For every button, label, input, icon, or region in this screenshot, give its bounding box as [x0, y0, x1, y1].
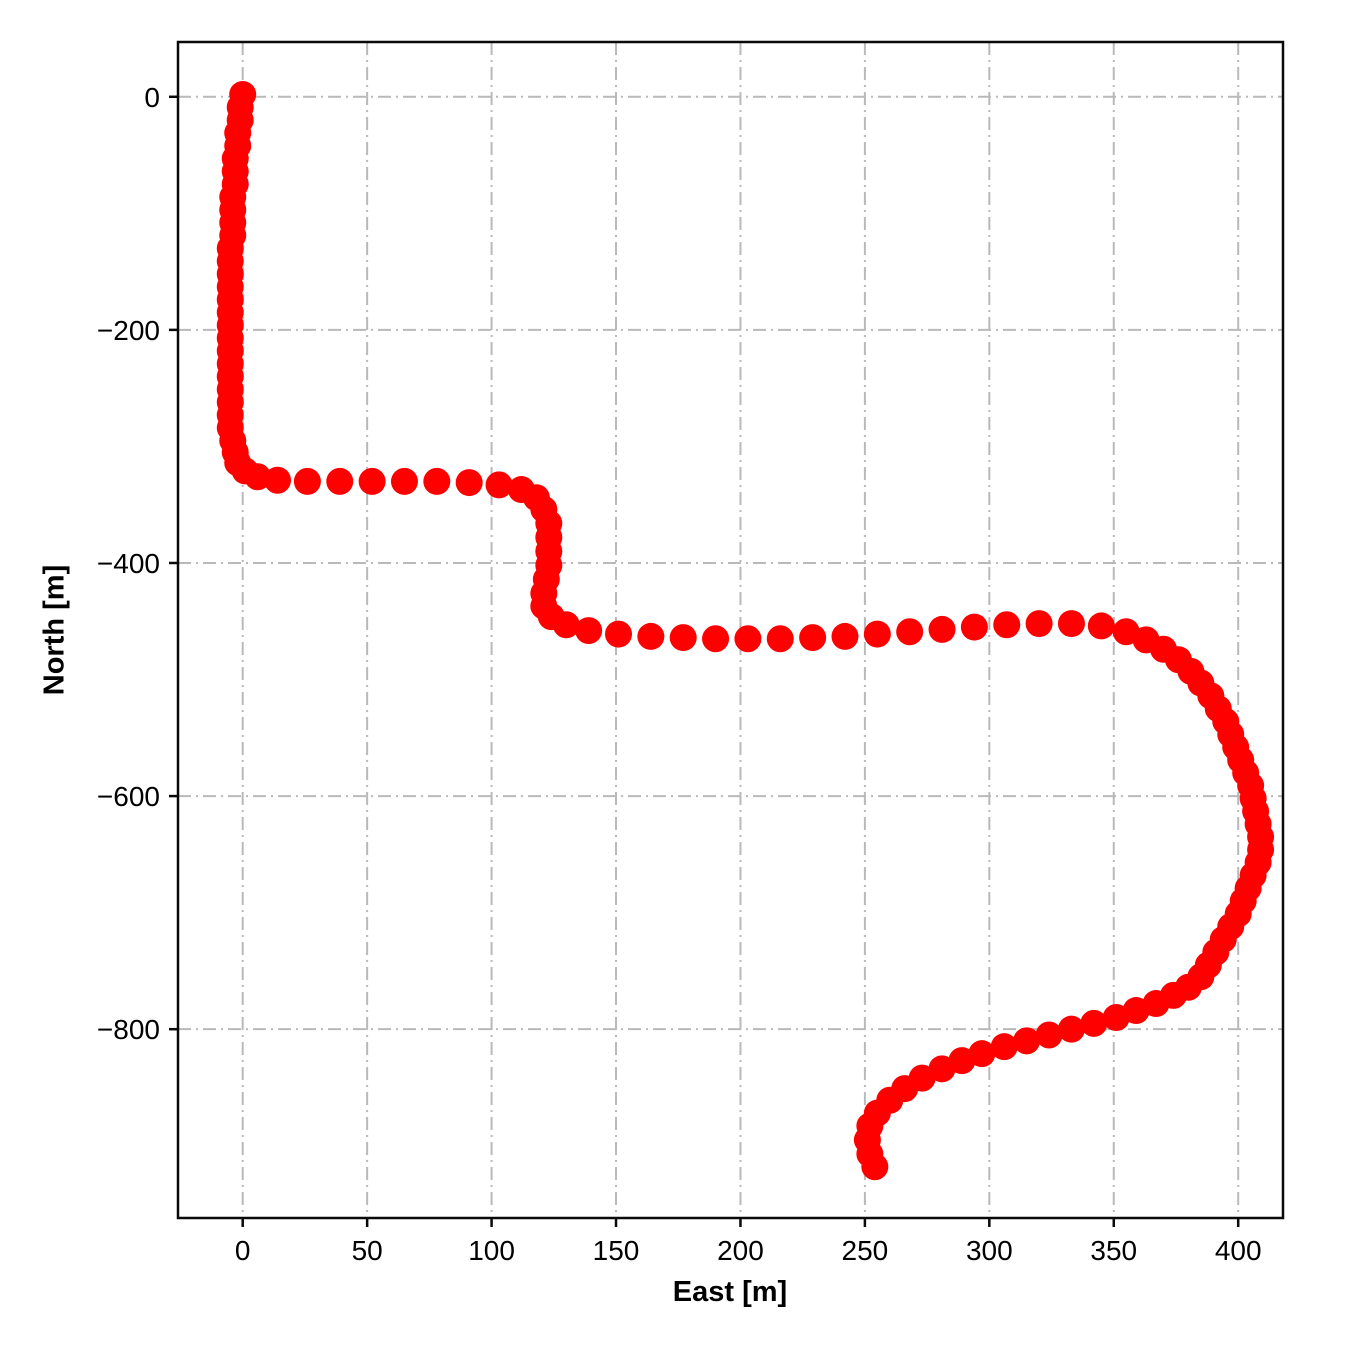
y-tick-label: −800	[97, 1014, 160, 1045]
x-tick-label: 350	[1090, 1235, 1137, 1266]
axes-frame	[176, 40, 1285, 1220]
data-point	[390, 467, 418, 495]
data-point	[993, 611, 1021, 639]
y-axis-label: North [m]	[38, 564, 71, 696]
data-point	[575, 617, 603, 645]
data-point	[455, 469, 483, 497]
data-point	[1035, 1021, 1063, 1049]
x-tick-label: 200	[717, 1235, 764, 1266]
data-point	[1013, 1027, 1041, 1055]
x-tick-label: 400	[1215, 1235, 1262, 1266]
data-point	[863, 620, 891, 648]
data-point	[861, 1153, 889, 1181]
y-tick-label: −200	[97, 315, 160, 346]
data-point	[637, 622, 665, 650]
data-point	[423, 467, 451, 495]
x-tick-label: 150	[593, 1235, 640, 1266]
data-point	[734, 625, 762, 653]
data-point	[1057, 1015, 1085, 1043]
x-tick-label: 50	[352, 1235, 383, 1266]
data-point	[960, 613, 988, 641]
x-tick-label: 0	[235, 1235, 251, 1266]
data-point	[1087, 612, 1115, 640]
data-point	[1025, 610, 1053, 638]
data-point	[326, 467, 354, 495]
y-tick-label: −600	[97, 781, 160, 812]
data-point	[485, 471, 513, 499]
data-point	[1102, 1004, 1130, 1032]
data-point	[358, 467, 386, 495]
x-tick-label: 250	[842, 1235, 889, 1266]
data-point	[896, 618, 924, 646]
series-trajectory	[216, 80, 1275, 1181]
x-tick-label: 300	[966, 1235, 1013, 1266]
data-point	[293, 467, 321, 495]
data-point	[552, 611, 580, 639]
data-point	[264, 466, 292, 494]
tick-labels: 0 50 100 150 200 250 300 350 400 0 −200 −400 −600 −80…	[97, 82, 1262, 1266]
data-point	[1080, 1009, 1108, 1037]
data-point	[1057, 610, 1085, 638]
data-point	[244, 463, 272, 491]
x-tick-label: 100	[468, 1235, 515, 1266]
data-point	[928, 615, 956, 643]
y-tick-label: 0	[144, 82, 160, 113]
tick-marks	[169, 95, 1240, 1227]
data-point	[669, 624, 697, 652]
data-point	[702, 625, 730, 653]
data-point	[831, 622, 859, 650]
data-point	[990, 1033, 1018, 1061]
y-tick-label: −400	[97, 548, 160, 579]
data-point	[605, 620, 633, 648]
data-point	[799, 624, 827, 652]
data-point	[766, 625, 794, 653]
x-axis-label: East [m]	[672, 1276, 788, 1308]
